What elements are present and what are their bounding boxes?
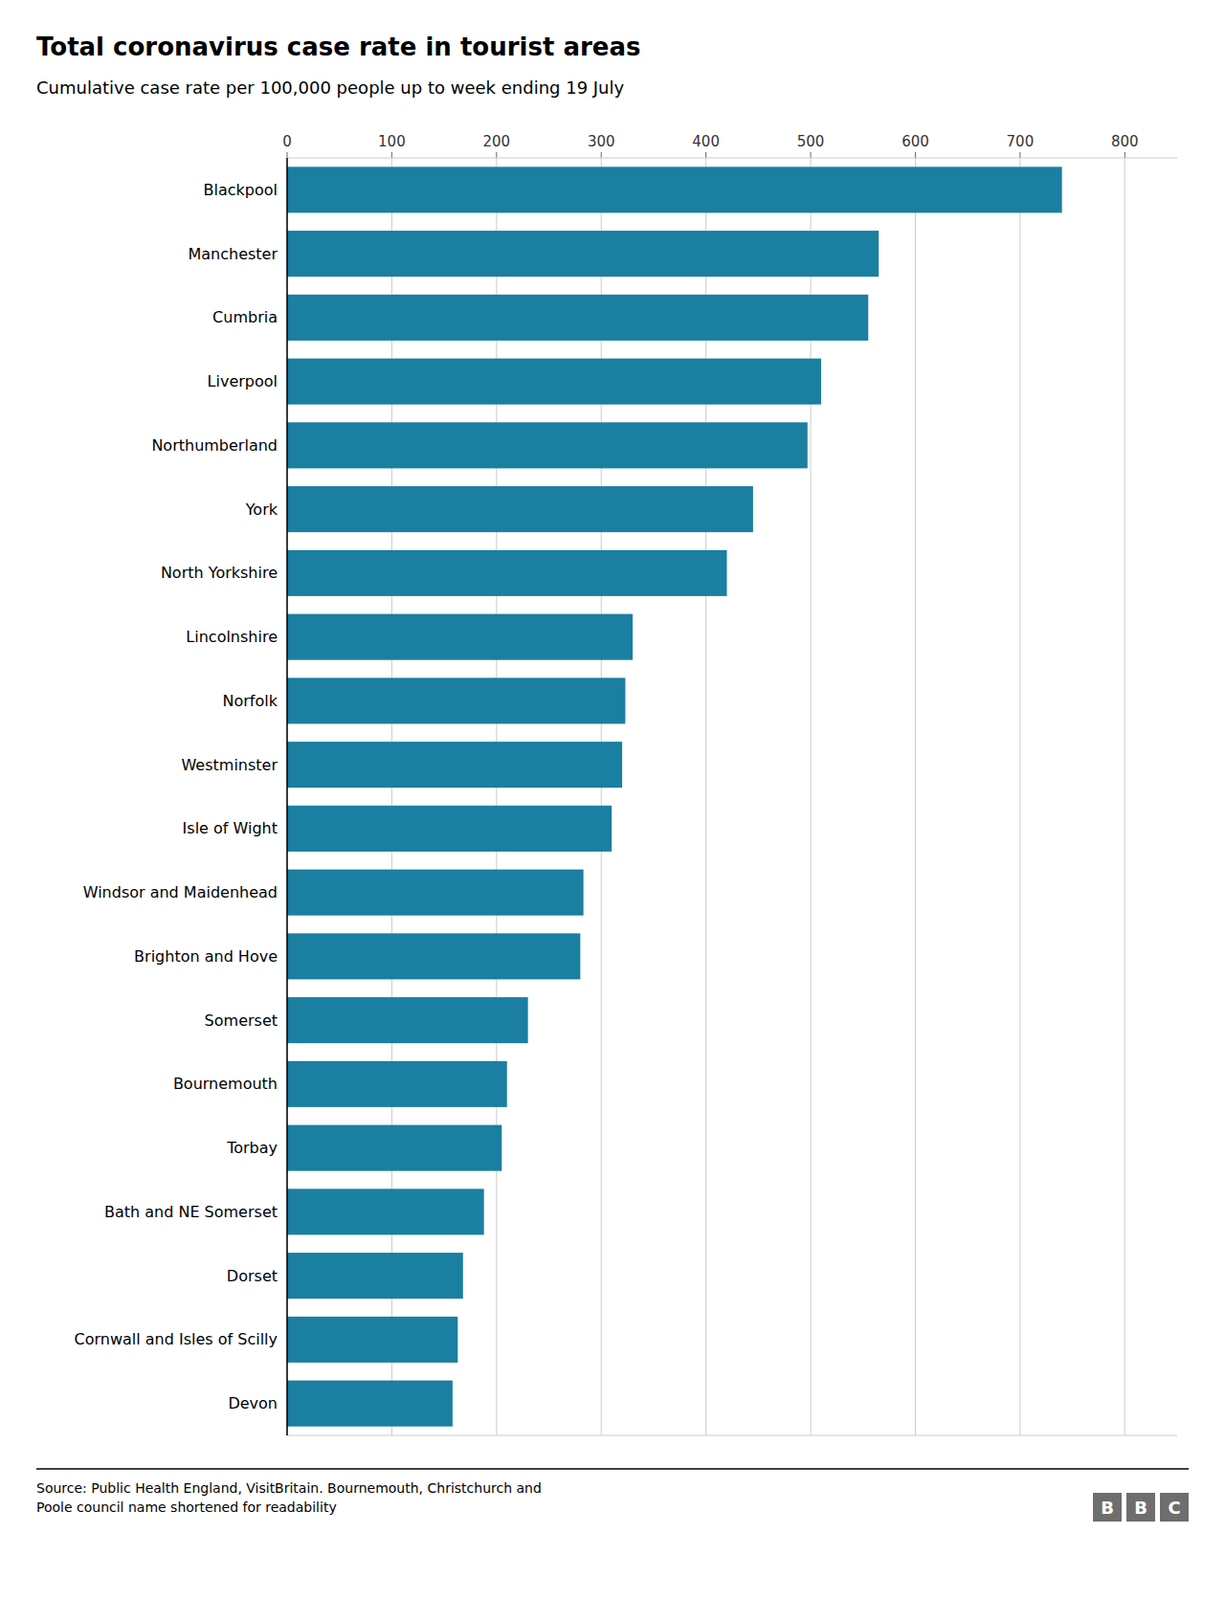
category-label: Norfolk [222,691,279,711]
chart-container: Total coronavirus case rate in tourist a… [0,0,1225,1600]
tick-label: 500 [797,133,825,151]
tick-mark [810,152,812,158]
category-label: Torbay [225,1138,278,1158]
category-label: York [245,500,279,519]
tick-mark [391,152,393,158]
category-label: Northumberland [151,436,278,455]
tick-mark [1124,152,1126,158]
category-label: Liverpool [207,372,278,391]
category-label: Somerset [204,1011,278,1030]
tick-mark [705,152,707,158]
tick-label: 0 [282,133,292,151]
category-label: Brighton and Hove [133,947,278,966]
plot-bottom-line [287,1435,1178,1437]
category-label: Bournemouth [173,1074,278,1093]
grid-line [287,157,289,1436]
category-label: Lincolnshire [185,627,278,646]
category-label: Bath and NE Somerset [104,1202,278,1222]
bar [287,358,822,405]
bar [287,1316,458,1363]
logo-letter: C [1167,1497,1181,1518]
bar [287,1125,502,1172]
grid-line [1019,157,1021,1436]
bar [287,614,633,661]
bar [287,486,754,533]
source: Source: Public Health England, VisitBrit… [36,1480,542,1515]
bar [287,422,808,468]
bar [287,1252,464,1299]
tick-label: 300 [587,133,616,151]
chart-svg: Total coronavirus case rate in tourist a… [0,0,1225,1600]
bar [287,1380,453,1427]
category-label: Dorset [226,1267,278,1286]
logo-letter: B [1134,1497,1148,1518]
tick-mark [287,152,289,158]
y-axis-line [286,157,289,1436]
bar [287,1188,485,1235]
title: Total coronavirus case rate in tourist a… [36,32,641,62]
separator [36,1468,1189,1470]
category-label: Cornwall and Isles of Scilly [74,1330,278,1349]
grid-line [391,157,393,1436]
bar [287,294,869,341]
category-label: Blackpool [203,180,278,200]
source-line: Poole council name shortened for readabi… [36,1499,337,1515]
tick-mark [601,152,602,158]
tick-label: 100 [378,133,406,151]
grid-line [601,157,602,1436]
grid-line [914,157,916,1436]
category-label: Manchester [187,245,278,264]
bar [287,1061,508,1108]
category-label: North Yorkshire [160,563,278,582]
tick-label: 200 [483,133,512,151]
logo-box [1159,1492,1189,1522]
bar [287,933,580,980]
logo: BBC [1092,1492,1189,1522]
logo-letter: B [1100,1497,1114,1518]
source-line: Source: Public Health England, VisitBrit… [36,1480,542,1496]
category-label: Windsor and Maidenhead [83,883,278,902]
y-axis: Blackpool Manchester Cumbria Liverpool North… [74,157,288,1436]
logo-box [1092,1492,1122,1522]
tick-mark [914,152,916,158]
bar [287,230,879,277]
x-axis: 0 100 200 300 400 500 600 700 800 [282,133,1178,1436]
logo-box [1126,1492,1156,1522]
subtitle: Cumulative case rate per 100,000 people … [36,77,625,98]
grid-line [1124,157,1126,1436]
tick-mark [495,152,497,158]
tick-mark [1019,152,1021,158]
bar [287,869,584,916]
category-label: Cumbria [212,308,278,327]
bar [287,677,625,724]
category-label: Isle of Wight [182,819,278,838]
bars [287,166,1063,1426]
grid-line [810,157,812,1436]
grid-line [495,157,497,1436]
bar [287,741,623,788]
bar [287,550,728,597]
tick-label: 700 [1006,133,1035,151]
grid [287,157,1125,1436]
bar [287,805,612,852]
grid-line [705,157,707,1436]
tick-label: 600 [901,133,930,151]
bar [287,997,529,1044]
x-axis-line [287,157,1178,159]
category-label: Devon [227,1394,278,1413]
tick-label: 400 [691,133,720,151]
category-label: Westminster [180,756,278,775]
bar [287,166,1063,213]
tick-label: 800 [1111,133,1139,151]
